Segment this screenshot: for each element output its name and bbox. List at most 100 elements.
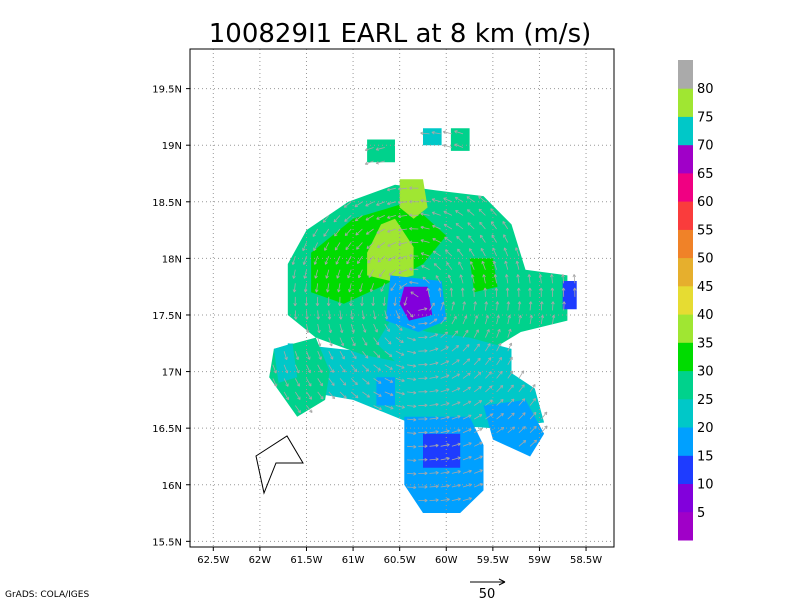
- wind-vector-144: [390, 283, 397, 292]
- wind-vector-378: [516, 274, 520, 284]
- wind-vector-217: [420, 252, 430, 257]
- wind-vector-130: [376, 228, 385, 234]
- wind-vector-70: [350, 378, 358, 386]
- wind-vector-117: [384, 405, 394, 410]
- wind-vector-155: [407, 444, 417, 449]
- wind-vector-64: [336, 269, 341, 279]
- wind-vector-110: [367, 255, 374, 264]
- y-tick-label-5: 18N: [162, 254, 182, 265]
- wind-vector-196: [409, 213, 419, 217]
- credit-text: GrADS: COLA/IGES: [5, 590, 89, 600]
- wind-vector-211: [429, 333, 439, 338]
- wind-vector-260: [451, 315, 457, 325]
- wind-vector-181: [418, 417, 428, 421]
- wind-vector-203: [429, 443, 439, 448]
- wind-vector-58: [339, 351, 345, 360]
- wind-vector-60: [339, 323, 344, 334]
- colorbar-swatch-10: [678, 229, 693, 259]
- speed-region-9: [399, 286, 433, 321]
- y-tick-label-4: 17.5N: [152, 311, 182, 322]
- wind-vector-274: [462, 469, 472, 474]
- wind-vector-255: [451, 387, 461, 393]
- wind-vector-83: [343, 201, 352, 208]
- wind-vector-345: [495, 301, 500, 311]
- wind-vector-372: [518, 398, 526, 406]
- wind-vector-149: [387, 215, 397, 219]
- wind-vector-176: [418, 485, 428, 489]
- wind-vector-77: [348, 283, 352, 293]
- wind-vector-74: [350, 323, 355, 333]
- wind-vector-279: [462, 400, 472, 406]
- wind-vector-131: [376, 215, 385, 220]
- wind-vector-57: [339, 364, 346, 373]
- wind-vector-283: [462, 344, 470, 352]
- wind-vector-18: [306, 378, 312, 387]
- wind-vector-200: [429, 484, 439, 489]
- wind-vector-66: [334, 242, 341, 251]
- wind-vector-69: [350, 391, 359, 399]
- wind-vector-45: [328, 337, 333, 347]
- wind-vector-71: [350, 364, 358, 373]
- wind-vector-85: [362, 378, 370, 385]
- wind-vector-314: [469, 248, 475, 257]
- wind-vector-391: [540, 411, 548, 420]
- wind-vector-257: [451, 359, 460, 366]
- wind-vector-404: [572, 274, 577, 284]
- wind-vector-10: [294, 351, 300, 360]
- colorbar-label-13: 70: [697, 139, 714, 154]
- wind-vector-402: [561, 274, 565, 284]
- y-tick-label-6: 18.5N: [152, 198, 182, 209]
- wind-vector-308: [473, 329, 479, 338]
- x-tick-label-2: 61.5W: [290, 555, 322, 566]
- colorbar-label-5: 30: [697, 365, 714, 380]
- wind-vector-194: [409, 240, 419, 245]
- grid-lines: [190, 49, 614, 547]
- wind-vector-367: [503, 234, 509, 243]
- wind-vector-202: [429, 457, 439, 462]
- x-tick-label-1: 62W: [249, 555, 272, 566]
- wind-vector-397: [551, 301, 555, 311]
- wind-vector-168: [398, 269, 408, 274]
- x-tick-label-4: 60.5W: [384, 555, 416, 566]
- wind-vector-27: [302, 242, 307, 252]
- wind-vector-289: [458, 261, 464, 270]
- wind-vector-39: [313, 242, 319, 252]
- wind-vector-2: [283, 391, 289, 401]
- wind-vector-292: [455, 223, 464, 230]
- wind-vector-14: [292, 269, 296, 279]
- wind-vector-61: [338, 310, 343, 320]
- wind-vector-153: [407, 472, 417, 476]
- wind-vector-395: [538, 274, 543, 284]
- wind-vector-389: [527, 274, 532, 284]
- wind-vector-219: [420, 225, 430, 230]
- x-tick-label-0: 62.5W: [197, 555, 229, 566]
- plot-border: [189, 48, 615, 548]
- wind-vector-316: [467, 222, 475, 230]
- wind-vector-235: [440, 331, 449, 338]
- wind-vector-222: [420, 131, 430, 136]
- wind-vector-80: [345, 242, 352, 251]
- wind-vector-256: [451, 373, 461, 379]
- wind-vector-238: [438, 287, 442, 297]
- wind-vector-356: [507, 384, 514, 393]
- wind-vector-103: [373, 350, 381, 358]
- colorbar-swatch-0: [678, 511, 693, 541]
- colorbar-label-1: 10: [697, 478, 714, 493]
- wind-vector-323: [485, 357, 492, 366]
- wind-vector-232: [440, 374, 450, 379]
- wind-vector-38: [313, 255, 319, 265]
- wind-vector-102: [373, 364, 381, 371]
- wind-vector-354: [507, 412, 515, 420]
- wind-vector-254: [451, 401, 461, 406]
- wind-vector-100: [373, 391, 382, 397]
- wind-vector-193: [409, 254, 419, 258]
- wind-vector-319: [485, 413, 494, 420]
- wind-vector-233: [440, 360, 450, 366]
- wind-vector-243: [432, 224, 441, 230]
- wind-vector-16: [306, 405, 313, 413]
- colorbar-label-10: 55: [697, 223, 714, 238]
- wind-vector-192: [409, 267, 419, 272]
- wind-vector-24: [303, 283, 308, 293]
- wind-vector-157: [407, 417, 417, 422]
